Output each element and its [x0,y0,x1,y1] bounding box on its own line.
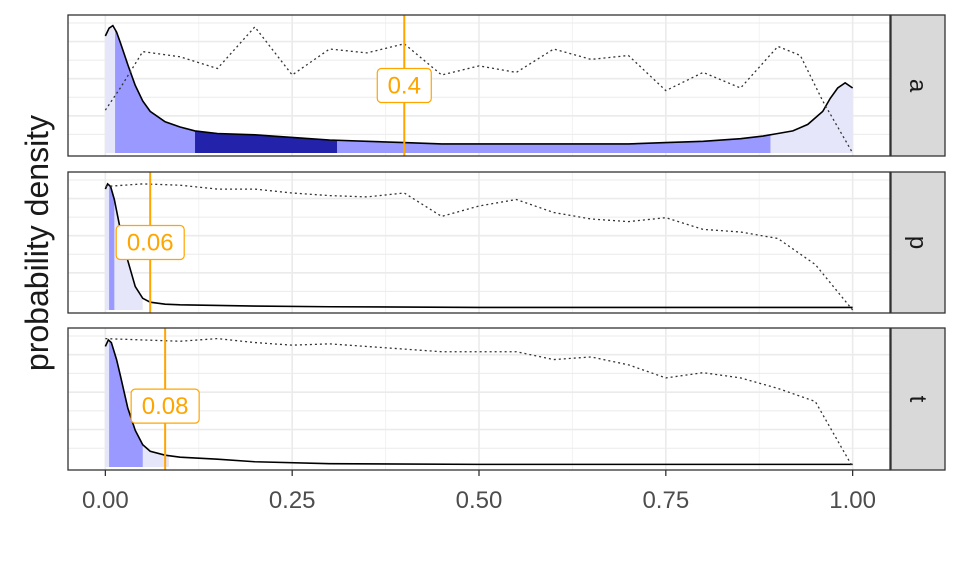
facet-strip [890,171,946,314]
x-tick-label: 0.00 [82,487,129,514]
facet-strip-label: p [904,236,931,249]
facet-strip-label: a [904,79,931,93]
density-line [104,182,853,309]
y-axis-label: probability density [19,115,55,371]
density-line [104,338,853,466]
panel-a: 0.4 a [67,14,946,157]
annotation-label: 0.06 [127,230,174,257]
panel-p: 0.06 p [67,171,946,314]
x-tick-label: 0.50 [456,487,503,514]
annotation-label-box [115,224,185,261]
interval-band-1 [109,185,115,310]
dotted-line [104,25,854,154]
annotation-label-box [376,67,432,104]
panel-border [67,14,891,157]
panel-border [67,171,891,314]
density-line [104,24,854,145]
interval-band-1 [109,340,143,467]
facet-strip [890,14,946,157]
annotation-label-box [130,388,200,424]
annotation-label: 0.08 [142,393,189,420]
x-tick-label: 0.25 [269,487,316,514]
x-tick-label: 0.75 [642,487,689,514]
x-axis: 0.00 0.25 0.50 0.75 1.00 [82,470,876,514]
interval-band-2 [195,130,338,153]
interval-band-1 [115,29,771,153]
facet-strip [890,327,946,471]
x-tick-label: 1.00 [829,487,876,514]
panels-group: 0.4 a 0.06 p 0.08 t [67,14,946,471]
facet-strip-label: t [904,396,931,403]
annotation-label: 0.4 [388,73,421,100]
panel-t: 0.08 t [67,327,946,471]
